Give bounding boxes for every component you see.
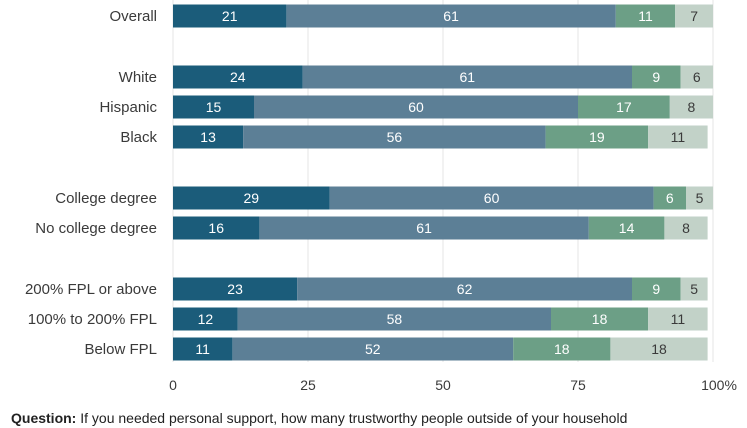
bar-value-label: 58 [387, 311, 403, 327]
bar-segment [173, 337, 233, 361]
bar-value-label: 56 [387, 129, 403, 145]
bar-segment [173, 186, 330, 210]
bar-segment [302, 65, 632, 89]
bar-segment [653, 186, 686, 210]
bar-value-label: 13 [200, 129, 216, 145]
bar-value-label: 17 [616, 99, 632, 115]
x-axis-ticks: 0 25 50 75 100% [169, 377, 737, 393]
category-label: White [119, 69, 157, 86]
bar-value-label: 8 [688, 99, 696, 115]
x-tick-label: 0 [169, 377, 177, 393]
bar-segment [669, 95, 713, 119]
bar-segment [675, 4, 713, 28]
bar-value-label: 9 [652, 281, 660, 297]
bar-segment [680, 277, 708, 301]
bar-segment [173, 65, 303, 89]
bar-value-label: 11 [671, 311, 686, 327]
bar-value-label: 7 [690, 8, 698, 24]
bar-segment [173, 277, 298, 301]
bar-value-label: 62 [457, 281, 473, 297]
bar-segment [632, 277, 681, 301]
bar-value-label: 5 [690, 281, 698, 297]
category-label: Hispanic [99, 99, 157, 116]
question-label: Question: [11, 410, 77, 426]
x-tick-label: 50 [435, 377, 451, 393]
bar-segment [297, 277, 632, 301]
bar-value-label: 15 [206, 99, 222, 115]
bar-segment [173, 216, 260, 240]
bar-value-label: 14 [619, 220, 635, 236]
bar-segment [286, 4, 616, 28]
bar-value-label: 11 [671, 129, 686, 145]
bar-value-label: 21 [222, 8, 238, 24]
bar-segment [173, 125, 244, 149]
bar-segment [243, 125, 546, 149]
bar-segment [232, 337, 514, 361]
bar-segment [680, 65, 713, 89]
bar-value-label: 61 [416, 220, 432, 236]
bar-segment [588, 216, 665, 240]
bar-value-label: 6 [666, 190, 674, 206]
bar-value-label: 60 [484, 190, 500, 206]
x-tick-label: 75 [570, 377, 586, 393]
bar-value-label: 60 [408, 99, 424, 115]
bar-value-label: 5 [696, 190, 704, 206]
category-label: 200% FPL or above [25, 281, 157, 298]
category-label: Below FPL [84, 341, 157, 358]
bar-value-label: 16 [208, 220, 224, 236]
bar-value-label: 24 [230, 69, 246, 85]
bar-value-label: 18 [592, 311, 608, 327]
bar-segment [545, 125, 649, 149]
x-tick-label: 100% [701, 377, 737, 393]
question-caption: Question: If you needed personal support… [11, 408, 747, 428]
bar-segment [648, 125, 708, 149]
bar-segment [686, 186, 713, 210]
stacked-bar-chart: 21 61 11 7 24 61 9 6 15 60 17 8 13 56 19 11 29 60 6 5 16 61 14… [25, 0, 737, 393]
category-label: No college degree [35, 220, 157, 237]
bar-segment [513, 337, 611, 361]
bar-segment [173, 307, 238, 331]
bar-segment [615, 4, 676, 28]
bar-segment [578, 95, 670, 119]
category-label: Black [120, 129, 157, 146]
bar-segment [259, 216, 589, 240]
bar-segment [173, 4, 287, 28]
bar-segment [173, 95, 254, 119]
bar-value-label: 9 [652, 69, 660, 85]
bar-value-label: 19 [589, 129, 605, 145]
bars: 21 61 11 7 24 61 9 6 15 60 17 8 13 56 19 11 29 60 6 5 16 61 14… [173, 4, 713, 361]
bar-segment [610, 337, 708, 361]
category-label: Overall [109, 8, 157, 25]
gridlines [172, 0, 714, 362]
question-text: If you needed personal support, how many… [80, 410, 628, 426]
bar-value-label: 12 [198, 311, 214, 327]
bar-value-label: 18 [554, 341, 570, 357]
bar-value-label: 11 [638, 8, 653, 24]
bar-segment [254, 95, 578, 119]
bar-value-label: 6 [693, 69, 701, 85]
bar-segment [237, 307, 552, 331]
bar-segment [648, 307, 708, 331]
bar-value-label: 23 [227, 281, 243, 297]
x-tick-label: 25 [300, 377, 316, 393]
category-labels: Overall White Hispanic Black College degree N… [25, 8, 158, 358]
bar-segment [551, 307, 649, 331]
bar-segment [329, 186, 654, 210]
bar-value-label: 18 [651, 341, 667, 357]
bar-value-label: 61 [460, 69, 476, 85]
bar-segment [664, 216, 708, 240]
bar-value-label: 29 [244, 190, 260, 206]
bar-value-label: 8 [682, 220, 690, 236]
bar-value-label: 61 [443, 8, 459, 24]
bar-segment [632, 65, 681, 89]
bar-value-label: 11 [195, 341, 210, 357]
category-label: 100% to 200% FPL [28, 311, 157, 328]
bar-value-label: 52 [365, 341, 381, 357]
category-label: College degree [55, 190, 157, 207]
